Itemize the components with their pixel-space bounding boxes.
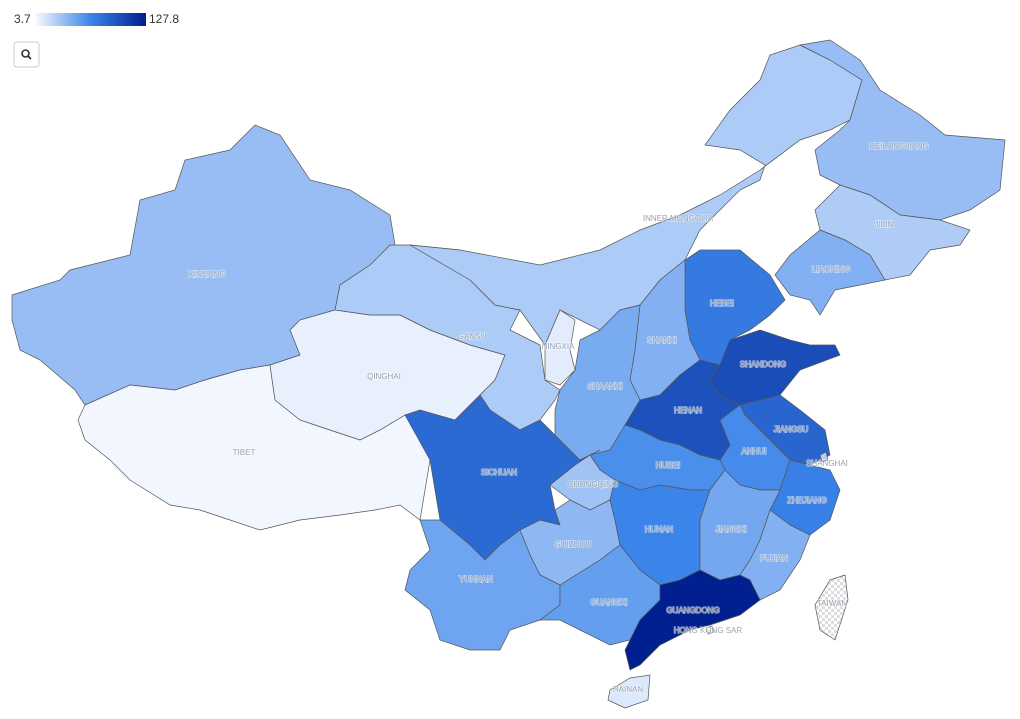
region-label: ANHUI [742, 447, 767, 456]
legend-min: 3.7 [14, 12, 31, 26]
legend-gradient [36, 13, 146, 26]
region-label: JIANGSU [774, 425, 809, 434]
region [607, 674, 651, 709]
region-label: TIBET [233, 448, 256, 457]
region [819, 451, 829, 463]
region-label: FUJIAN [760, 554, 788, 563]
region-label: GUIZHOU [555, 540, 592, 549]
region-label: GUANGDONG [666, 606, 719, 615]
region-label: HAINAN [613, 685, 643, 694]
region [705, 625, 715, 635]
region-label: YUNNAN [459, 575, 493, 584]
region-label: SHANXI [647, 336, 677, 345]
region-label: HENAN [674, 406, 702, 415]
region-label: INNER MONGOLIA [643, 214, 714, 223]
region-label: SHANGHAI [806, 459, 848, 468]
legend: 3.7 127.8 [14, 12, 179, 26]
region-label: XINJIANG [189, 270, 226, 279]
region [624, 569, 761, 671]
region-label: GANSU [458, 332, 487, 341]
region-label: SHAANXI [587, 382, 622, 391]
region-label: NINGXIA [542, 342, 576, 351]
region-label: HEBEI [710, 299, 734, 308]
region [774, 229, 886, 316]
region [814, 184, 971, 281]
region-label: HONG KONG SAR [674, 626, 743, 635]
region [814, 574, 849, 641]
region-label: JIANGXI [715, 525, 746, 534]
region-label: SHANDONG [740, 360, 786, 369]
region-label: SICHUAN [481, 468, 517, 477]
region [77, 364, 431, 531]
region-label: HUBEI [656, 461, 680, 470]
region [409, 44, 863, 346]
region-label: GUANGXI [591, 598, 628, 607]
region-label: CHONGQING [568, 480, 618, 489]
region [544, 309, 576, 386]
region-label: JILIN [875, 220, 894, 229]
region-label: ZHEJIANG [787, 496, 827, 505]
region-label: LIAONING [812, 265, 850, 274]
legend-max: 127.8 [149, 12, 179, 26]
region-label: HUNAN [645, 525, 674, 534]
zoom-button[interactable] [13, 41, 40, 68]
region-label: TAIWAN [817, 599, 847, 608]
region-label: HEILONGJIANG [869, 142, 929, 151]
region-label: QINGHAI [367, 372, 401, 381]
